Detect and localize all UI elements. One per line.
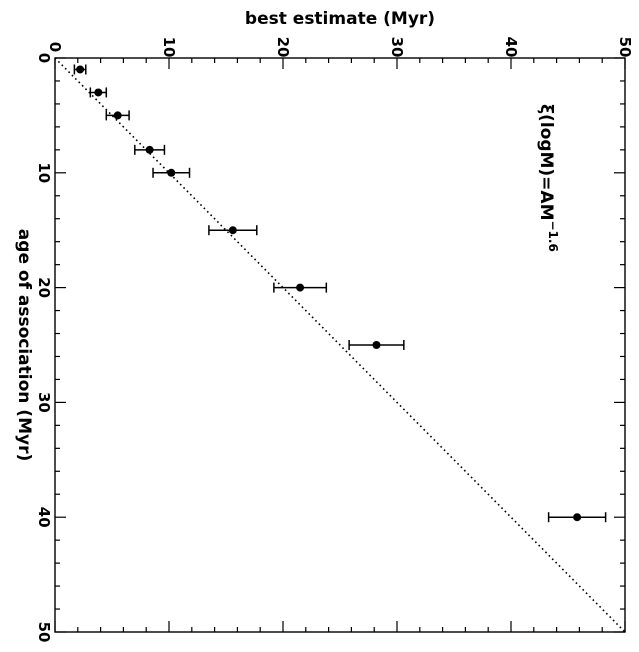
y-tick-label: 10	[160, 37, 178, 58]
data-point	[94, 88, 103, 97]
x-tick-label: 40	[35, 507, 53, 528]
y-tick-label: 30	[388, 37, 406, 58]
data-point	[167, 168, 176, 177]
data-point	[573, 513, 582, 522]
annotation-exponent: −1.6	[546, 221, 560, 252]
y-tick-label: 40	[502, 37, 520, 58]
data-point	[76, 65, 85, 74]
y-tick-label: 0	[46, 42, 64, 52]
annotation-label: ξ(logM)=AM−1.6	[536, 104, 560, 252]
x-tick-label: 20	[35, 277, 53, 298]
x-tick-label: 10	[35, 162, 53, 183]
y-tick-label: 50	[616, 37, 634, 58]
data-point	[113, 111, 122, 120]
y-tick-label: 20	[274, 37, 292, 58]
data-points	[73, 64, 607, 523]
x-axis-title: age of association (Myr)	[14, 229, 34, 461]
data-point	[228, 226, 237, 235]
annotation-base: ξ(logM)=AM	[536, 104, 556, 221]
plot-frame	[54, 57, 626, 633]
data-point	[145, 145, 154, 154]
x-tick-label: 50	[35, 622, 53, 643]
x-tick-label: 30	[35, 392, 53, 413]
data-point	[372, 341, 381, 349]
axis-ticks: 0 10 20 30 40 50 0 10 20 30 40 50	[35, 37, 634, 643]
data-point	[296, 283, 305, 292]
x-tick-label: 0	[35, 53, 53, 63]
y-axis-title: best estimate (Myr)	[245, 9, 435, 29]
